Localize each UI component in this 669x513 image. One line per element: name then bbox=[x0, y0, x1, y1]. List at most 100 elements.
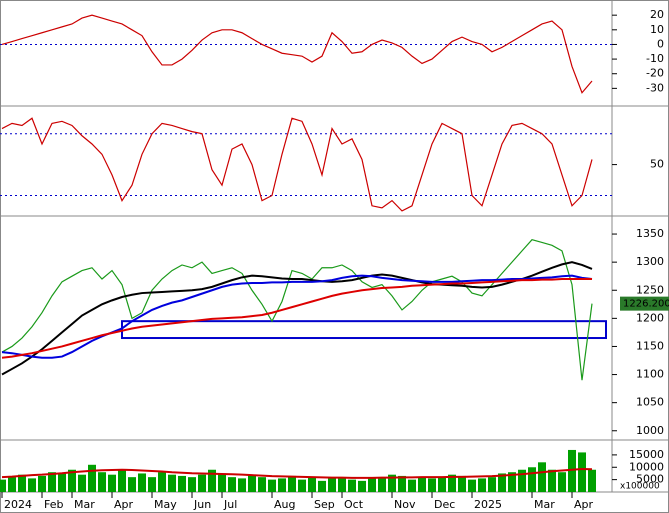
volume-bar bbox=[278, 478, 286, 492]
x-tick-label: Jun bbox=[193, 498, 211, 511]
y-tick-label: 10000 bbox=[629, 460, 664, 473]
y-tick-label: 5000 bbox=[636, 473, 664, 486]
volume-bar bbox=[248, 474, 256, 492]
x-tick-label: 2024 bbox=[4, 498, 32, 511]
volume-bar bbox=[398, 475, 406, 492]
volume-bar bbox=[458, 475, 466, 492]
volume-bar bbox=[528, 467, 536, 492]
x-tick-label: Feb bbox=[44, 498, 63, 511]
support-zone bbox=[121, 320, 607, 340]
volume-bar bbox=[58, 473, 66, 492]
y-tick-label: 1100 bbox=[636, 368, 664, 381]
volume-bar bbox=[0, 479, 6, 492]
series-line bbox=[1, 238, 593, 381]
y-tick-label: 1000 bbox=[636, 424, 664, 437]
volume-bar bbox=[328, 478, 336, 492]
y-tick-label: 15000 bbox=[629, 448, 664, 461]
volume-bar bbox=[348, 479, 356, 492]
volume-bar bbox=[578, 452, 586, 492]
volume-bar bbox=[448, 474, 456, 492]
x-tick-label: Oct bbox=[344, 498, 364, 511]
volume-bar bbox=[288, 475, 296, 492]
volume-bar bbox=[238, 478, 246, 492]
volume-bar bbox=[498, 473, 506, 492]
volume-bar bbox=[548, 469, 556, 492]
volume-bar bbox=[28, 478, 36, 492]
x-tick-label: 2025 bbox=[474, 498, 502, 511]
y-tick-label: 1150 bbox=[636, 339, 664, 352]
volume-bar bbox=[168, 474, 176, 492]
x-tick-label: May bbox=[154, 498, 177, 511]
volume-bar bbox=[368, 478, 376, 492]
x-tick-label: Mar bbox=[74, 498, 95, 511]
x-tick-label: Apr bbox=[114, 498, 134, 511]
unit-label: x100000 bbox=[620, 482, 660, 492]
volume-bar bbox=[118, 469, 126, 492]
y-tick-label: 0 bbox=[657, 37, 664, 50]
volume-bar bbox=[158, 472, 166, 492]
series-line bbox=[1, 278, 592, 359]
y-tick-label: -30 bbox=[646, 81, 664, 94]
last-price-box bbox=[620, 296, 669, 311]
volume-bar bbox=[568, 449, 576, 492]
volume-bar bbox=[418, 477, 426, 492]
volume-bar bbox=[38, 475, 46, 492]
volume-bar bbox=[48, 472, 56, 492]
volume-bar bbox=[558, 472, 566, 492]
x-tick-label: Apr bbox=[574, 498, 594, 511]
y-tick-label: 1200 bbox=[636, 311, 664, 324]
volume-bar bbox=[268, 479, 276, 492]
volume-bar bbox=[408, 479, 416, 492]
x-tick-label: Jul bbox=[223, 498, 237, 511]
y-tick-label: 1300 bbox=[636, 255, 664, 268]
volume-bar bbox=[508, 472, 516, 492]
volume-bar bbox=[308, 477, 316, 492]
volume-bar bbox=[488, 477, 496, 492]
y-tick-label: 1350 bbox=[636, 227, 664, 240]
volume-bar bbox=[98, 472, 106, 492]
x-tick-label: Aug bbox=[274, 498, 295, 511]
series-line bbox=[1, 14, 593, 94]
x-tick-label: Nov bbox=[394, 498, 416, 511]
volume-bar bbox=[18, 474, 26, 492]
series-line bbox=[1, 117, 593, 212]
volume-bar bbox=[108, 474, 116, 492]
volume-bar bbox=[538, 462, 546, 492]
volume-bar bbox=[68, 469, 76, 492]
y-tick-label: 50 bbox=[650, 158, 664, 171]
volume-bar bbox=[378, 477, 386, 492]
series-line bbox=[1, 261, 593, 376]
y-tick-label: 20 bbox=[650, 8, 664, 21]
volume-bar bbox=[258, 477, 266, 492]
volume-bar bbox=[138, 473, 146, 492]
volume-bar bbox=[298, 479, 306, 492]
volume-bar bbox=[358, 480, 366, 492]
volume-bar bbox=[318, 480, 326, 492]
y-tick-label: -10 bbox=[646, 52, 664, 65]
x-tick-label: Sep bbox=[314, 498, 335, 511]
volume-bar bbox=[428, 478, 436, 492]
volume-bar bbox=[338, 477, 346, 492]
volume-bar bbox=[8, 477, 16, 492]
y-tick-label: 1250 bbox=[636, 283, 664, 296]
volume-bar bbox=[178, 475, 186, 492]
volume-bar bbox=[228, 477, 236, 492]
x-tick-label: Dec bbox=[434, 498, 455, 511]
y-tick-label: 10 bbox=[650, 23, 664, 36]
y-tick-label: 1050 bbox=[636, 396, 664, 409]
volume-bar bbox=[78, 474, 86, 492]
volume-ma bbox=[1, 467, 593, 479]
volume-bar bbox=[518, 469, 526, 492]
volume-bar bbox=[208, 469, 216, 492]
volume-bar bbox=[88, 464, 96, 492]
last-price-label: 1226.200 bbox=[623, 299, 669, 310]
volume-bar bbox=[128, 477, 136, 492]
series-line bbox=[1, 274, 593, 359]
x-tick-label: Mar bbox=[534, 498, 555, 511]
volume-bar bbox=[188, 477, 196, 492]
volume-bar bbox=[478, 478, 486, 492]
volume-bar bbox=[438, 477, 446, 492]
volume-bar bbox=[468, 479, 476, 492]
